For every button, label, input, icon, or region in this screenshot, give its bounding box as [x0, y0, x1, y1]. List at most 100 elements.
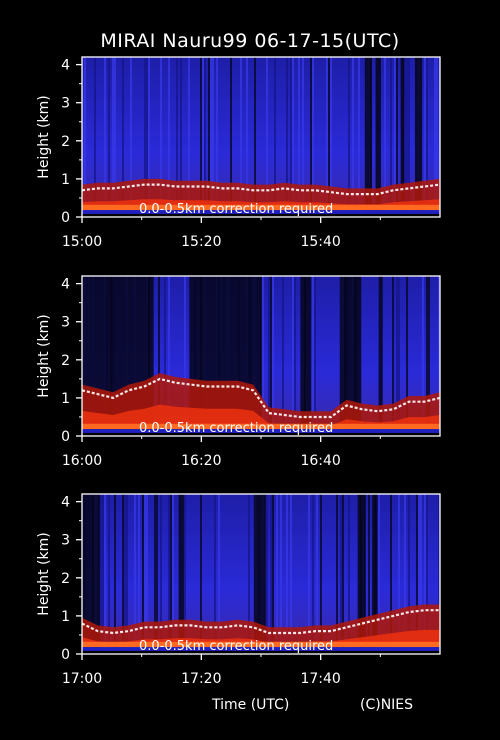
profile-stripe: [100, 494, 102, 654]
profile-stripe: [84, 57, 86, 217]
profile-stripe: [348, 57, 350, 217]
profile-stripe: [396, 276, 398, 436]
profile-stripe: [146, 57, 148, 217]
correction-annotation: 0.0-0.5km correction required: [139, 421, 333, 436]
profile-stripe: [122, 494, 124, 654]
profile-stripe: [390, 57, 392, 217]
profile-stripe: [426, 57, 428, 217]
profile-stripe: [292, 276, 294, 436]
surface-blue-band: [82, 647, 440, 651]
profile-stripe: [438, 276, 440, 436]
aerosol-core: [82, 404, 440, 427]
surface-blue-band: [82, 210, 440, 214]
y-tick-label: 1: [61, 391, 70, 407]
profile-stripe: [320, 494, 322, 654]
profile-stripe: [308, 494, 310, 654]
profile-stripe: [336, 494, 338, 654]
correction-annotation: 0.0-0.5km correction required: [139, 202, 333, 217]
profile-stripe: [200, 494, 202, 654]
y-tick-label: 4: [61, 277, 70, 293]
profile-stripe: [424, 494, 426, 654]
profile-stripe: [298, 57, 300, 217]
x-tick-label: 17:20: [181, 671, 221, 687]
profile-stripe: [102, 494, 104, 654]
profile-stripe: [416, 494, 418, 654]
profile-stripe: [212, 57, 214, 217]
surface-band: [82, 204, 440, 211]
x-tick-label: 15:20: [181, 234, 221, 250]
profile-stripe: [302, 57, 304, 217]
chart-title: MIRAI Nauru99 06-17-15(UTC): [100, 30, 400, 52]
profile-stripe: [272, 494, 274, 654]
profile-stripe: [290, 494, 292, 654]
profile-stripe: [424, 57, 426, 217]
profile-stripe: [276, 494, 278, 654]
profile-stripe: [204, 57, 206, 217]
profile-stripe: [280, 494, 282, 654]
correction-annotation: 0.0-0.5km correction required: [139, 639, 333, 654]
profile-stripe: [264, 494, 266, 654]
profile-stripe: [436, 57, 438, 217]
profile-stripe: [312, 494, 314, 654]
x-tick-label: 17:00: [62, 671, 102, 687]
x-tick-label: 17:40: [300, 671, 340, 687]
profile-stripe: [126, 494, 128, 654]
profile-stripe: [148, 57, 150, 217]
signal-gap: [354, 276, 362, 436]
x-tick-label: 16:40: [300, 453, 340, 469]
profile-stripe: [146, 494, 148, 654]
profile-stripe: [104, 494, 106, 654]
profile-stripe: [122, 57, 124, 217]
profile-stripe: [404, 57, 406, 217]
profile-stripe: [270, 494, 272, 654]
profile-stripe: [144, 494, 146, 654]
profile-stripe: [144, 57, 146, 217]
y-tick-label: 3: [61, 533, 70, 549]
signal-gap: [379, 276, 383, 436]
x-tick-label: 16:20: [181, 453, 221, 469]
profile-stripe: [420, 494, 422, 654]
y-tick-label: 0: [61, 647, 70, 663]
profile-stripe: [434, 57, 436, 217]
profile-stripe: [408, 494, 410, 654]
profile-stripe: [160, 57, 162, 217]
profile-stripe: [286, 57, 288, 217]
profile-stripe: [108, 57, 110, 217]
profile-stripe: [406, 276, 408, 436]
profile-stripe: [310, 57, 312, 217]
profile-stripe: [398, 494, 400, 654]
profile-stripe: [438, 494, 440, 654]
aerosol-layer: [82, 604, 440, 645]
profile-stripe: [426, 276, 428, 436]
surface-band: [82, 641, 440, 648]
profile-stripe: [390, 494, 392, 654]
profile-stripe: [130, 57, 132, 217]
y-tick-label: 3: [61, 96, 70, 112]
profile-stripe: [270, 276, 272, 436]
profile-stripe: [340, 494, 342, 654]
profile-stripe: [246, 57, 248, 217]
profile-stripe: [108, 494, 110, 654]
surface-dark-band: [82, 213, 440, 217]
signal-gap: [364, 57, 372, 217]
surface-dark-band: [82, 650, 440, 654]
profile-stripe: [158, 276, 160, 436]
signal-gap: [414, 57, 423, 217]
signal-gap: [371, 494, 378, 654]
profile-stripe: [266, 57, 268, 217]
profile-stripe: [358, 57, 360, 217]
profile-stripe: [266, 494, 268, 654]
profile-stripe: [392, 276, 394, 436]
y-tick-label: 2: [61, 353, 70, 369]
cloud-top-line: [81, 183, 441, 196]
lidar-panel-3: 0.0-0.5km correction required 0 1 2 3 4 Height…: [36, 493, 441, 687]
profile-stripe: [312, 57, 314, 217]
profile-stripe: [294, 276, 296, 436]
profile-stripe: [160, 494, 162, 654]
profile-stripe: [156, 494, 158, 654]
profile-stripe: [328, 57, 330, 217]
profile-stripe: [202, 57, 204, 217]
y-tick-label: 4: [61, 58, 70, 74]
lidar-panel-1: 0.0-0.5km correction required 0 1 2 3 4 Height…: [36, 56, 441, 250]
